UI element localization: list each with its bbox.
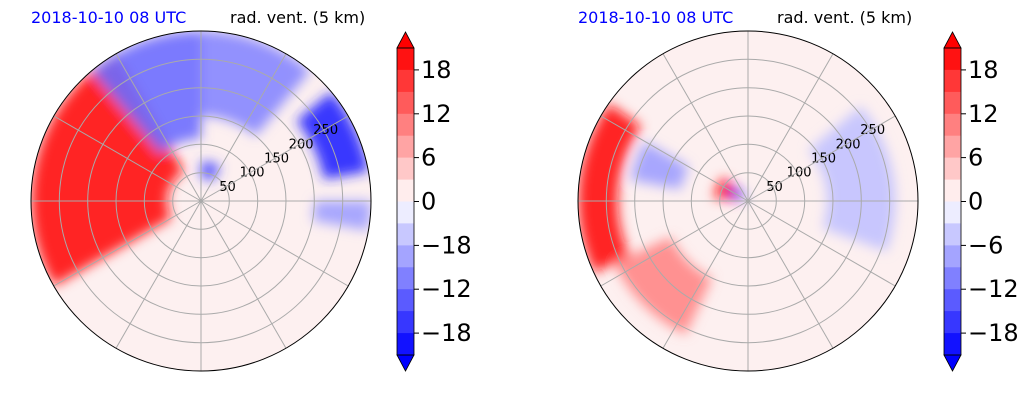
chart-panel-left: 2018-10-10 08 UTC rad. vent. (5 km) 50 10… <box>30 8 472 372</box>
colorbar-tick-label: 12 <box>968 100 999 128</box>
colorbar-band <box>944 333 961 356</box>
radial-spoke <box>200 53 287 202</box>
colorbar-band <box>397 289 414 312</box>
colorbar-band <box>397 267 414 290</box>
colorbar-tick-label: 6 <box>968 144 983 172</box>
colorbar-tick-label: −12 <box>421 275 472 303</box>
radial-spoke <box>53 115 202 202</box>
outbound-velocity-region <box>578 103 642 273</box>
range-ring-label: 100 <box>240 166 265 181</box>
chart-title-variable: rad. vent. (5 km) <box>777 8 913 27</box>
radial-spoke <box>600 200 749 287</box>
colorbar-band <box>944 157 961 180</box>
colorbar-band <box>944 69 961 93</box>
colorbar-band <box>944 245 961 268</box>
colorbar-tick-label: −6 <box>968 231 1003 259</box>
colorbar-tick-label: 12 <box>421 100 452 128</box>
colorbar-band <box>397 311 414 334</box>
chart-panel-right: 2018-10-10 08 UTC rad. vent. (5 km) 50 10… <box>547 0 1028 401</box>
range-ring-label: 150 <box>264 152 289 167</box>
colorbar-band <box>397 179 414 202</box>
inbound-velocity-region <box>201 161 221 182</box>
inbound-velocity-region <box>728 185 747 201</box>
colorbar-band <box>944 289 961 312</box>
colorbar-band <box>397 113 414 137</box>
colorbar-band <box>944 113 961 137</box>
colorbar-band <box>944 201 961 224</box>
colorbar-tick-label: 0 <box>968 188 983 216</box>
velocity-field <box>31 31 371 286</box>
colorbar-band <box>944 179 961 202</box>
colorbar-band <box>397 245 414 268</box>
colorbar-extend-max <box>396 31 415 49</box>
polar-outline <box>30 30 372 372</box>
radial-spoke <box>53 200 202 287</box>
colorbar: 18 12 6 0 −6 −12 −18 <box>943 31 1019 372</box>
colorbar-tick-label: −18 <box>421 319 472 347</box>
radial-spoke <box>200 200 349 287</box>
colorbar-tick-label: 0 <box>421 188 436 216</box>
radial-spoke <box>200 200 287 349</box>
chart-title-time: 2018-10-10 08 UTC <box>31 8 187 27</box>
inbound-velocity-region <box>296 91 369 180</box>
colorbar-band <box>397 48 414 71</box>
radial-spoke <box>600 115 749 202</box>
colorbar-band <box>397 157 414 180</box>
radial-spoke <box>115 200 202 349</box>
colorbar-band <box>397 135 414 159</box>
colorbar-band <box>397 333 414 356</box>
radial-spoke <box>747 200 834 349</box>
radial-spoke <box>200 115 349 202</box>
range-ring-label: 200 <box>836 137 861 152</box>
colorbar-band <box>944 135 961 159</box>
colorbar-extend-min <box>396 354 415 372</box>
range-ring-label: 250 <box>313 123 338 138</box>
colorbar-band <box>397 91 414 115</box>
colorbar-band <box>397 223 414 246</box>
colorbar-band <box>397 69 414 93</box>
radial-spoke <box>662 200 749 349</box>
inbound-velocity-region <box>201 31 311 136</box>
colorbar-tick-label: −12 <box>968 275 1019 303</box>
range-ring-label: 150 <box>811 152 836 167</box>
chart-title-time: 2018-10-10 08 UTC <box>578 8 734 27</box>
radial-spoke <box>747 115 896 202</box>
chart-title-variable: rad. vent. (5 km) <box>230 8 366 27</box>
radial-spoke <box>662 53 749 202</box>
range-ring-label: 100 <box>787 166 812 181</box>
colorbar-band <box>944 91 961 115</box>
colorbar-tick-label: 18 <box>421 56 452 84</box>
colorbar-tick-label: 6 <box>421 144 436 172</box>
polar-outline <box>577 30 919 372</box>
colorbar-band <box>397 201 414 224</box>
radial-spoke <box>747 200 896 287</box>
colorbar-extend-min <box>943 354 962 372</box>
colorbar-tick-label: −18 <box>421 231 472 259</box>
range-ring-label: 200 <box>289 137 314 152</box>
colorbar-band <box>944 48 961 71</box>
inbound-velocity-region <box>808 106 896 252</box>
colorbar-band <box>944 267 961 290</box>
colorbar-tick-label: 18 <box>968 56 999 84</box>
colorbar-tick-label: −18 <box>968 319 1019 347</box>
radial-spoke <box>115 53 202 202</box>
colorbar-band <box>944 223 961 246</box>
colorbar: 18 12 6 0 −18 −12 −18 <box>396 31 472 372</box>
colorbar-extend-max <box>943 31 962 49</box>
range-ring-label: 250 <box>860 123 885 138</box>
colorbar-band <box>944 311 961 334</box>
radial-spoke <box>747 53 834 202</box>
